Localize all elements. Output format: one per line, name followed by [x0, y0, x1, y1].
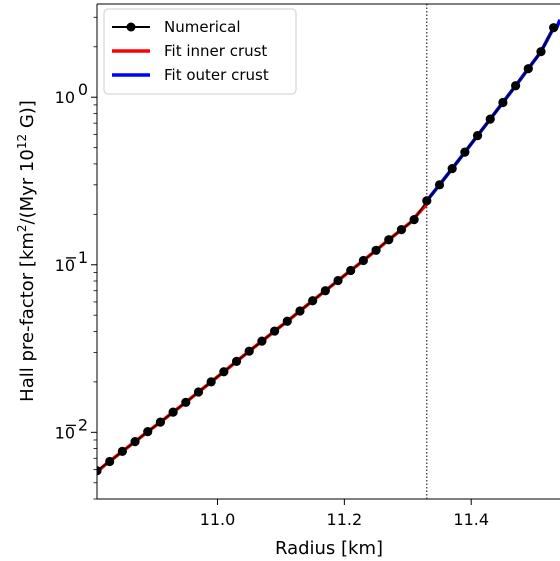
series-numerical-points [97, 23, 559, 476]
numerical-point [396, 225, 407, 235]
legend: Numerical Fit inner crust Fit outer crus… [103, 8, 297, 95]
numerical-point [257, 336, 267, 346]
numerical-point [523, 64, 533, 74]
y-tick-exponent: −2 [64, 415, 88, 434]
numerical-point [549, 23, 559, 33]
numerical-point [320, 286, 330, 296]
y-tick-label: 10 [55, 88, 75, 107]
legend-entry-numerical: Numerical [112, 18, 241, 36]
numerical-point [295, 306, 305, 316]
numerical-point [269, 326, 280, 336]
x-ticks: 11.0 11.2 11.4 [200, 499, 489, 529]
numerical-point [472, 131, 483, 141]
numerical-point [105, 456, 115, 467]
numerical-point [536, 47, 546, 57]
numerical-point [460, 147, 470, 157]
numerical-point [434, 180, 445, 190]
x-tick-label: 11.2 [327, 510, 363, 529]
y-label-sup1: 2 [15, 224, 29, 232]
y-tick-label: 10 [55, 256, 75, 275]
y-label-prefix: Hall pre-factor [km [17, 232, 38, 402]
legend-label-fit-outer: Fit outer crust [164, 66, 269, 84]
legend-box [103, 8, 297, 95]
numerical-point [155, 417, 166, 427]
numerical-point [231, 356, 242, 367]
y-label-sup2: 12 [15, 134, 29, 149]
numerical-point [447, 163, 457, 174]
numerical-point [244, 346, 254, 356]
numerical-point [130, 437, 140, 447]
y-tick-exponent: 0 [78, 80, 88, 99]
legend-label-numerical: Numerical [164, 18, 241, 36]
legend-entry-fit-outer: Fit outer crust [112, 66, 269, 84]
numerical-point [384, 235, 394, 245]
y-ticks: 10−210−110 0 [55, 16, 97, 500]
numerical-point [219, 367, 229, 377]
numerical-point [358, 255, 368, 266]
numerical-point [168, 407, 178, 417]
numerical-point [422, 196, 432, 206]
legend-label-fit-inner: Fit inner crust [164, 42, 267, 60]
series-fit-outer-crust [425, 19, 560, 202]
x-tick-label: 11.4 [453, 510, 489, 529]
x-tick-label: 11.0 [200, 510, 236, 529]
numerical-point [346, 265, 356, 276]
numerical-point [511, 81, 521, 91]
y-tick-exponent: −1 [64, 248, 88, 267]
numerical-point [181, 397, 191, 407]
numerical-point [498, 97, 508, 108]
numerical-point [143, 426, 153, 437]
numerical-point [333, 275, 343, 286]
axes-frame [96, 3, 560, 500]
y-label-mid: /(Myr 10 [17, 149, 38, 224]
y-label-suffix: G)] [17, 100, 38, 134]
y-tick-label: 10 [55, 423, 75, 442]
x-axis-label: Radius [km] [275, 538, 383, 559]
numerical-point [206, 377, 216, 387]
legend-entry-fit-inner: Fit inner crust [112, 42, 267, 60]
numerical-point [117, 446, 127, 456]
numerical-point [282, 316, 292, 326]
numerical-point [308, 296, 318, 306]
numerical-point [97, 466, 102, 476]
legend-marker-numerical [126, 22, 136, 32]
numerical-point [409, 215, 419, 225]
plot-area [97, 4, 560, 499]
numerical-point [485, 114, 495, 124]
numerical-point [371, 245, 381, 255]
numerical-point [193, 387, 204, 397]
y-axis-label: Hall pre-factor [km2/(Myr 1012 G)] [15, 100, 38, 402]
